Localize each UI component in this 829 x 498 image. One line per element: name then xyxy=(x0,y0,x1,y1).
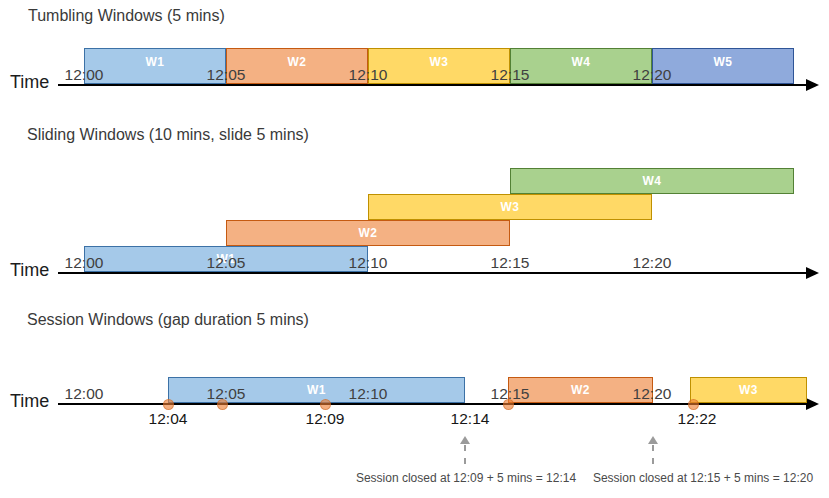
window-label: W3 xyxy=(739,383,758,397)
time-axis-label: Time xyxy=(10,391,49,412)
event-dot xyxy=(320,399,331,410)
stream-windowing-diagrams: Tumbling Windows (5 mins) Time W1 W2 W3 W4 W… xyxy=(0,0,829,498)
window-box: W4 xyxy=(510,168,794,194)
diagram-title: Tumbling Windows (5 mins) xyxy=(28,7,225,25)
tick-label: 12:10 xyxy=(349,253,388,272)
event-label: 12:09 xyxy=(306,410,345,428)
timeline-arrowhead xyxy=(806,398,819,410)
window-label: W2 xyxy=(288,55,307,69)
session-close-caption: Session closed at 12:09 + 5 mins = 12:14 xyxy=(356,471,576,485)
timeline xyxy=(58,403,806,405)
tick-label: 12:15 xyxy=(491,384,530,403)
timeline-arrowhead xyxy=(806,79,819,91)
timeline xyxy=(58,272,806,274)
window-box: W2 xyxy=(508,377,653,403)
window-box: W2 xyxy=(226,220,510,246)
event-label: 12:04 xyxy=(149,410,188,428)
window-label: W1 xyxy=(307,383,326,397)
session-close-arrow-icon xyxy=(648,436,658,444)
window-box: W4 xyxy=(510,48,652,84)
window-label: W3 xyxy=(501,200,520,214)
window-label: W4 xyxy=(572,55,591,69)
diagram-tumbling: Tumbling Windows (5 mins) Time W1 W2 W3 W4 W… xyxy=(0,0,829,498)
time-axis-label: Time xyxy=(10,72,49,93)
event-dot xyxy=(217,399,228,410)
window-label: W1 xyxy=(146,55,165,69)
window-label: W2 xyxy=(571,383,590,397)
window-box: W3 xyxy=(690,377,807,403)
tick-label: 12:00 xyxy=(65,253,104,272)
time-axis-label: Time xyxy=(10,260,49,281)
window-box: W3 xyxy=(368,48,510,84)
timeline-arrowhead xyxy=(806,267,819,279)
tick-label: 12:10 xyxy=(349,384,388,403)
event-dot xyxy=(503,399,514,410)
tick-label: 12:05 xyxy=(207,253,246,272)
session-close-arrow-dash xyxy=(464,445,466,464)
window-label: W1 xyxy=(217,252,236,266)
event-label: 12:22 xyxy=(678,410,717,428)
tick-label: 12:20 xyxy=(633,65,672,84)
session-close-arrow-dash xyxy=(652,445,654,464)
tick-label: 12:15 xyxy=(491,65,530,84)
diagram-sliding: Sliding Windows (10 mins, slide 5 mins) … xyxy=(0,0,829,498)
diagram-session: Session Windows (gap duration 5 mins) Ti… xyxy=(0,0,829,498)
tick-label: 12:15 xyxy=(491,253,530,272)
tick-label: 12:10 xyxy=(349,65,388,84)
window-box: W2 xyxy=(226,48,368,84)
window-label: W3 xyxy=(430,55,449,69)
diagram-title: Session Windows (gap duration 5 mins) xyxy=(27,311,309,329)
tick-label: 12:00 xyxy=(65,384,104,403)
window-label: W2 xyxy=(359,226,378,240)
window-label: W4 xyxy=(643,174,662,188)
timeline xyxy=(58,84,806,86)
event-label: 12:14 xyxy=(451,410,490,428)
window-box: W1 xyxy=(168,377,465,403)
window-box: W1 xyxy=(84,246,368,272)
session-close-arrow-icon xyxy=(460,436,470,444)
diagram-title: Sliding Windows (10 mins, slide 5 mins) xyxy=(27,126,309,144)
event-dot xyxy=(688,399,699,410)
window-box: W3 xyxy=(368,194,652,220)
tick-label: 12:05 xyxy=(207,384,246,403)
session-close-caption: Session closed at 12:15 + 5 mins = 12:20 xyxy=(593,471,813,485)
event-dot xyxy=(163,399,174,410)
tick-label: 12:05 xyxy=(207,65,246,84)
window-label: W5 xyxy=(714,55,733,69)
window-box: W1 xyxy=(84,48,226,84)
tick-label: 12:20 xyxy=(633,384,672,403)
window-box: W5 xyxy=(652,48,794,84)
tick-label: 12:20 xyxy=(633,253,672,272)
tick-label: 12:00 xyxy=(65,65,104,84)
